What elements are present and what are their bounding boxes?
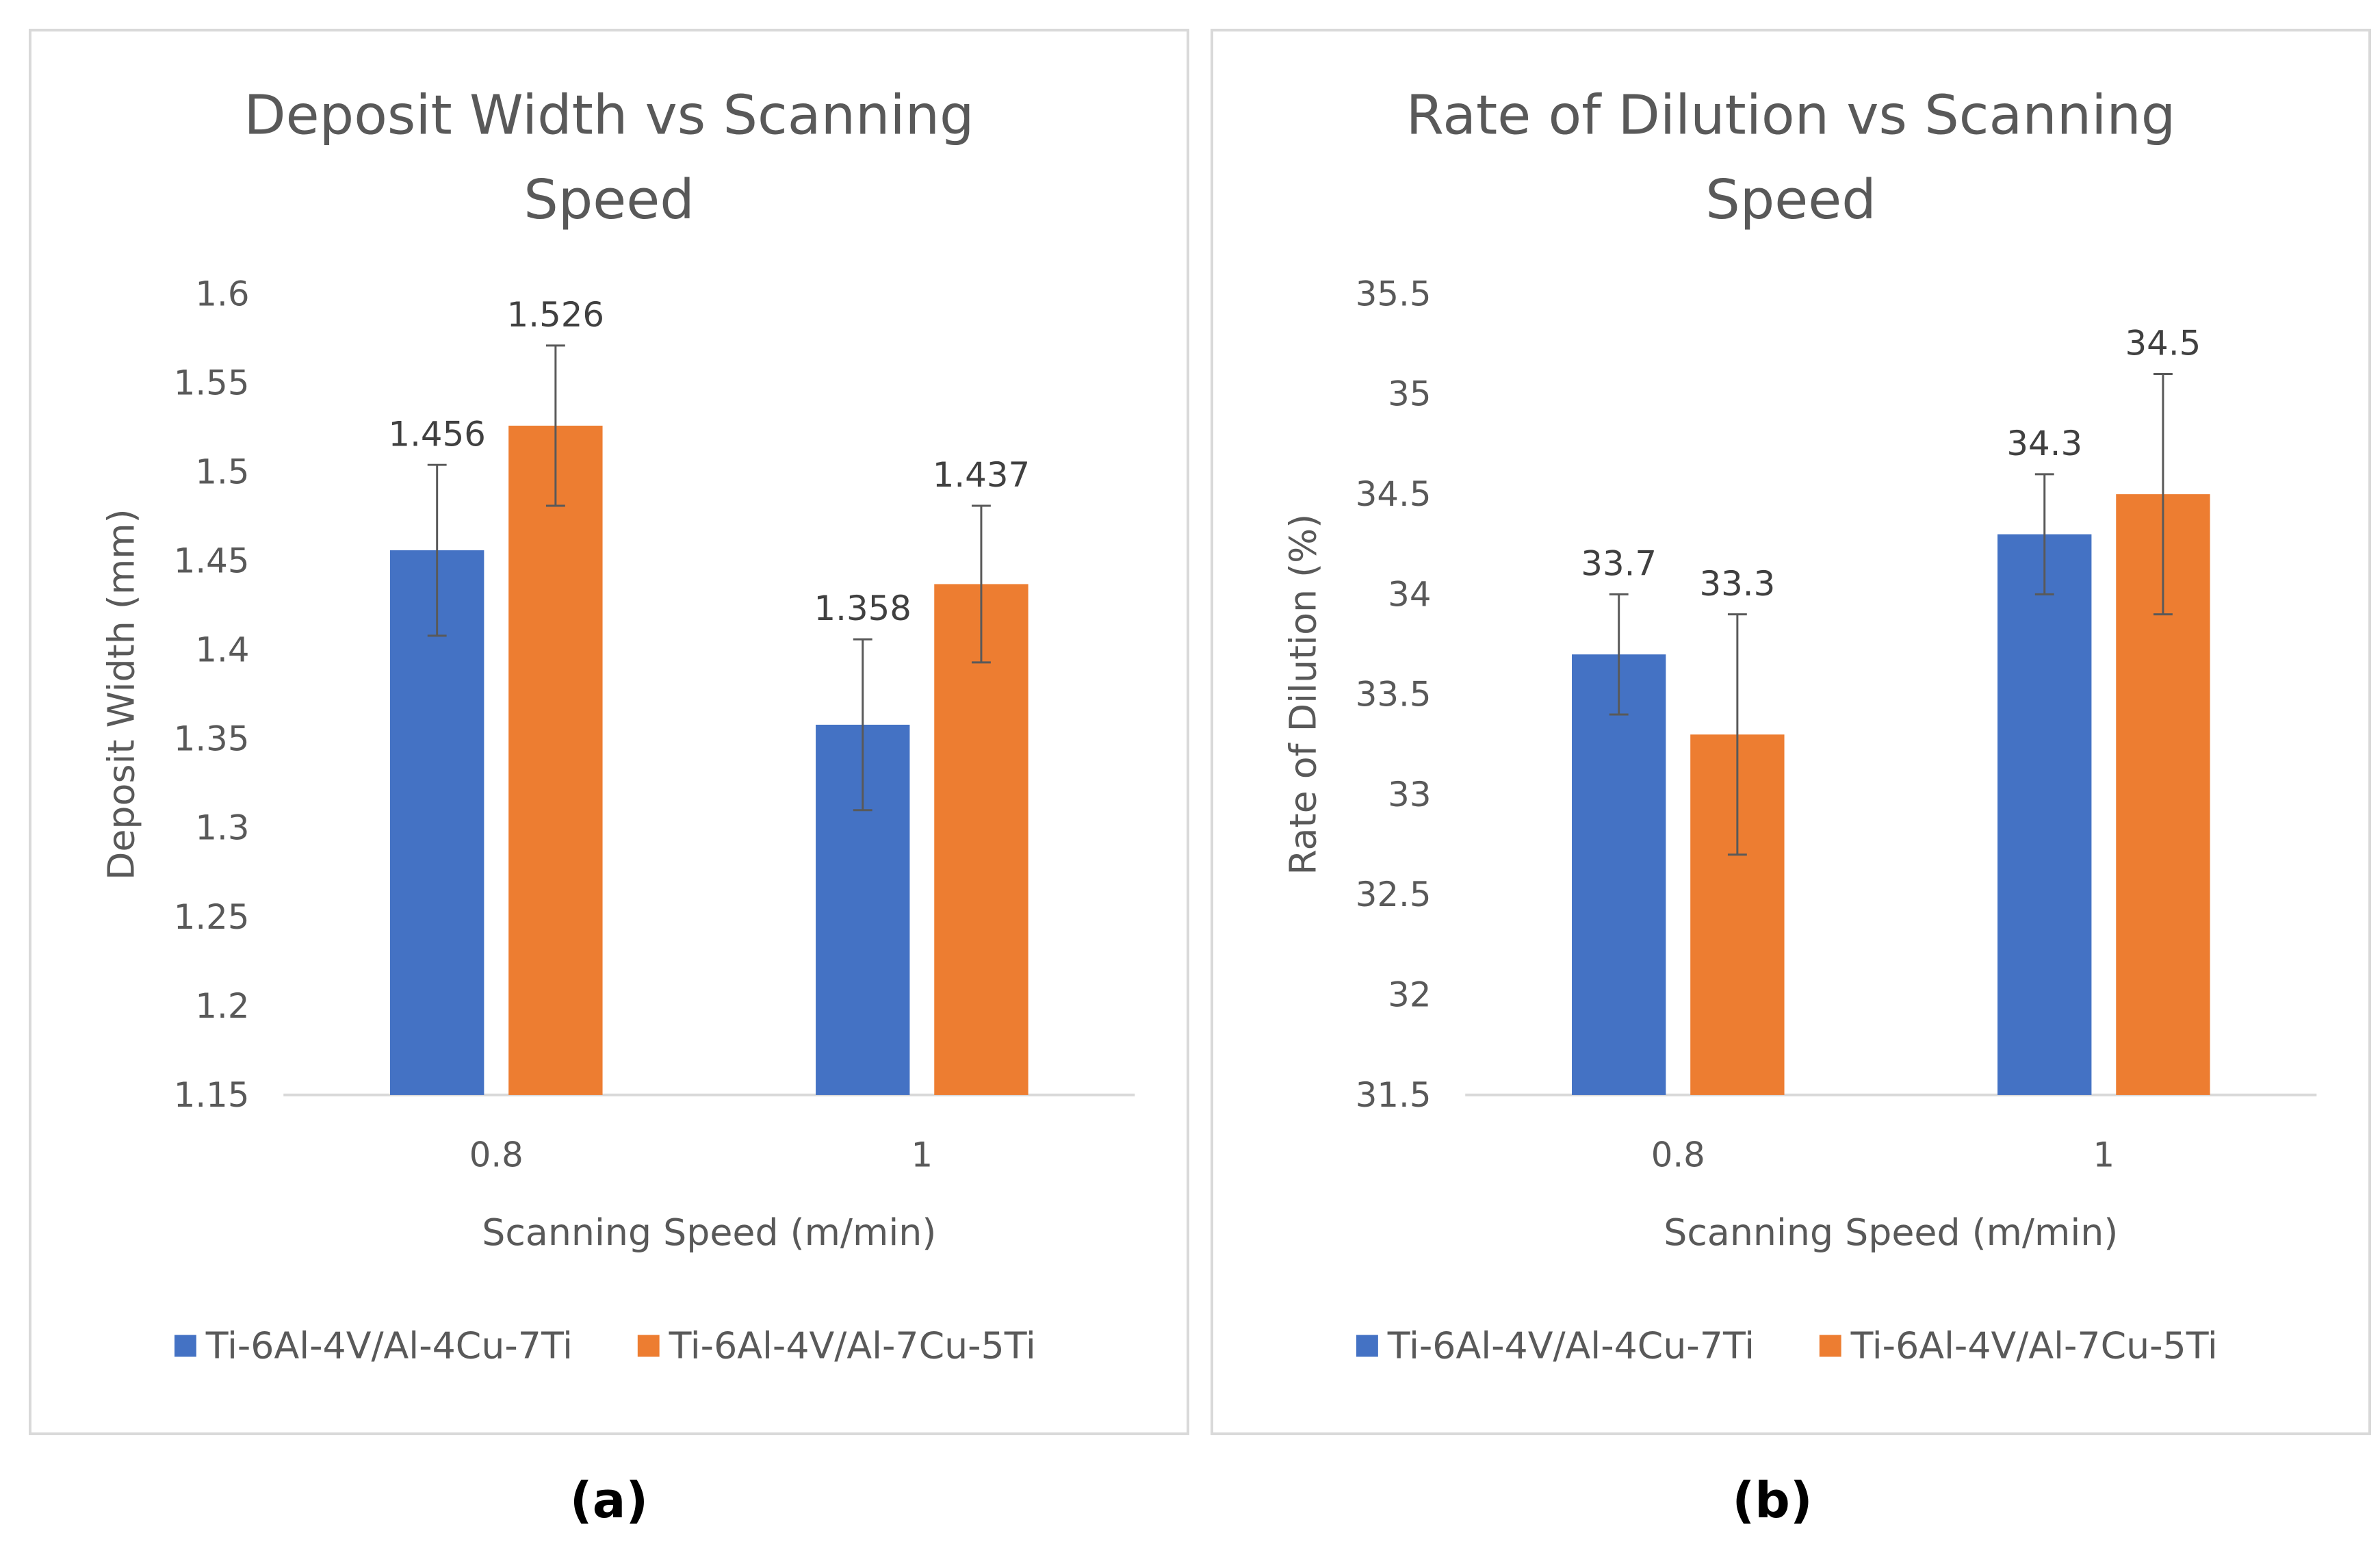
y-tick-label: 34.5 bbox=[1356, 474, 1432, 514]
bar bbox=[1997, 534, 2092, 1095]
x-axis-label: Scanning Speed (m/min) bbox=[482, 1211, 936, 1254]
y-tick-label: 32.5 bbox=[1356, 875, 1432, 914]
y-tick-label: 35.5 bbox=[1356, 274, 1432, 313]
chart-title-line: Rate of Dilution vs Scanning bbox=[1406, 83, 2176, 146]
legend-swatch bbox=[637, 1335, 660, 1357]
x-tick-label: 0.8 bbox=[469, 1135, 523, 1174]
y-tick-label: 1.6 bbox=[195, 274, 249, 313]
bar bbox=[508, 425, 603, 1095]
y-tick-label: 1.2 bbox=[195, 986, 249, 1026]
data-label: 33.7 bbox=[1581, 544, 1657, 584]
chart-title-line: Speed bbox=[1705, 168, 1876, 231]
y-tick-label: 32 bbox=[1388, 975, 1431, 1015]
caption-a: (a) bbox=[569, 1471, 649, 1529]
chart-title: Deposit Width vs Scanning Speed bbox=[244, 83, 974, 231]
y-tick-label: 33 bbox=[1388, 775, 1431, 814]
legend-swatch bbox=[174, 1335, 196, 1357]
y-tick-label: 1.15 bbox=[174, 1075, 250, 1115]
legend-label: Ti-6Al-4V/Al-4Cu-7Ti bbox=[205, 1324, 573, 1367]
data-label: 34.3 bbox=[2006, 424, 2082, 463]
bar bbox=[934, 584, 1029, 1095]
chart-title-line: Deposit Width vs Scanning bbox=[244, 83, 974, 146]
y-tick-label: 1.55 bbox=[174, 363, 250, 402]
y-tick-label: 1.4 bbox=[195, 630, 249, 670]
legend-swatch bbox=[1819, 1335, 1841, 1357]
bar bbox=[390, 550, 484, 1095]
y-tick-label: 1.45 bbox=[174, 541, 250, 581]
chart-panel-rate-of-dilution: Rate of Dilution vs Scanning Speed 31.5 32 3… bbox=[1211, 29, 2371, 1435]
data-label: 1.456 bbox=[388, 414, 485, 454]
caption-b: (b) bbox=[1732, 1471, 1813, 1529]
x-tick-label: 0.8 bbox=[1651, 1135, 1705, 1174]
data-label: 1.358 bbox=[814, 589, 911, 628]
chart-rate-of-dilution: Rate of Dilution vs Scanning Speed 31.5 32 3… bbox=[1281, 83, 2317, 1367]
y-tick-label: 35 bbox=[1388, 374, 1431, 414]
x-tick-label: 1 bbox=[2093, 1135, 2115, 1174]
chart-title-line: Speed bbox=[523, 168, 695, 231]
legend-swatch bbox=[1356, 1335, 1378, 1357]
y-tick-label: 1.35 bbox=[174, 719, 250, 759]
y-tick-label: 33.5 bbox=[1356, 675, 1432, 715]
chart-panel-deposit-width: Deposit Width vs Scanning Speed 1.15 1.2 1.2… bbox=[29, 29, 1189, 1435]
legend-label: Ti-6Al-4V/Al-7Cu-5Ti bbox=[1850, 1324, 2218, 1367]
data-label: 1.526 bbox=[507, 295, 604, 335]
y-tick-label: 31.5 bbox=[1356, 1075, 1432, 1115]
bar bbox=[1572, 654, 1666, 1095]
legend-label: Ti-6Al-4V/Al-4Cu-7Ti bbox=[1387, 1324, 1755, 1367]
y-axis-label: Deposit Width (mm) bbox=[99, 509, 142, 880]
x-axis-label: Scanning Speed (m/min) bbox=[1664, 1211, 2118, 1254]
y-tick-label: 1.25 bbox=[174, 897, 250, 937]
x-tick-label: 1 bbox=[911, 1135, 933, 1174]
legend-label: Ti-6Al-4V/Al-7Cu-5Ti bbox=[669, 1324, 1036, 1367]
chart-title: Rate of Dilution vs Scanning Speed bbox=[1406, 83, 2176, 231]
data-label: 34.5 bbox=[2125, 324, 2201, 363]
data-label: 33.3 bbox=[1699, 564, 1775, 604]
data-label: 1.437 bbox=[933, 455, 1030, 495]
y-tick-label: 1.5 bbox=[195, 452, 249, 492]
y-tick-label: 1.3 bbox=[195, 808, 249, 848]
y-axis-label: Rate of Dilution (%) bbox=[1281, 514, 1324, 875]
chart-deposit-width: Deposit Width vs Scanning Speed 1.15 1.2 1.2… bbox=[99, 83, 1135, 1367]
y-tick-label: 34 bbox=[1388, 574, 1431, 614]
